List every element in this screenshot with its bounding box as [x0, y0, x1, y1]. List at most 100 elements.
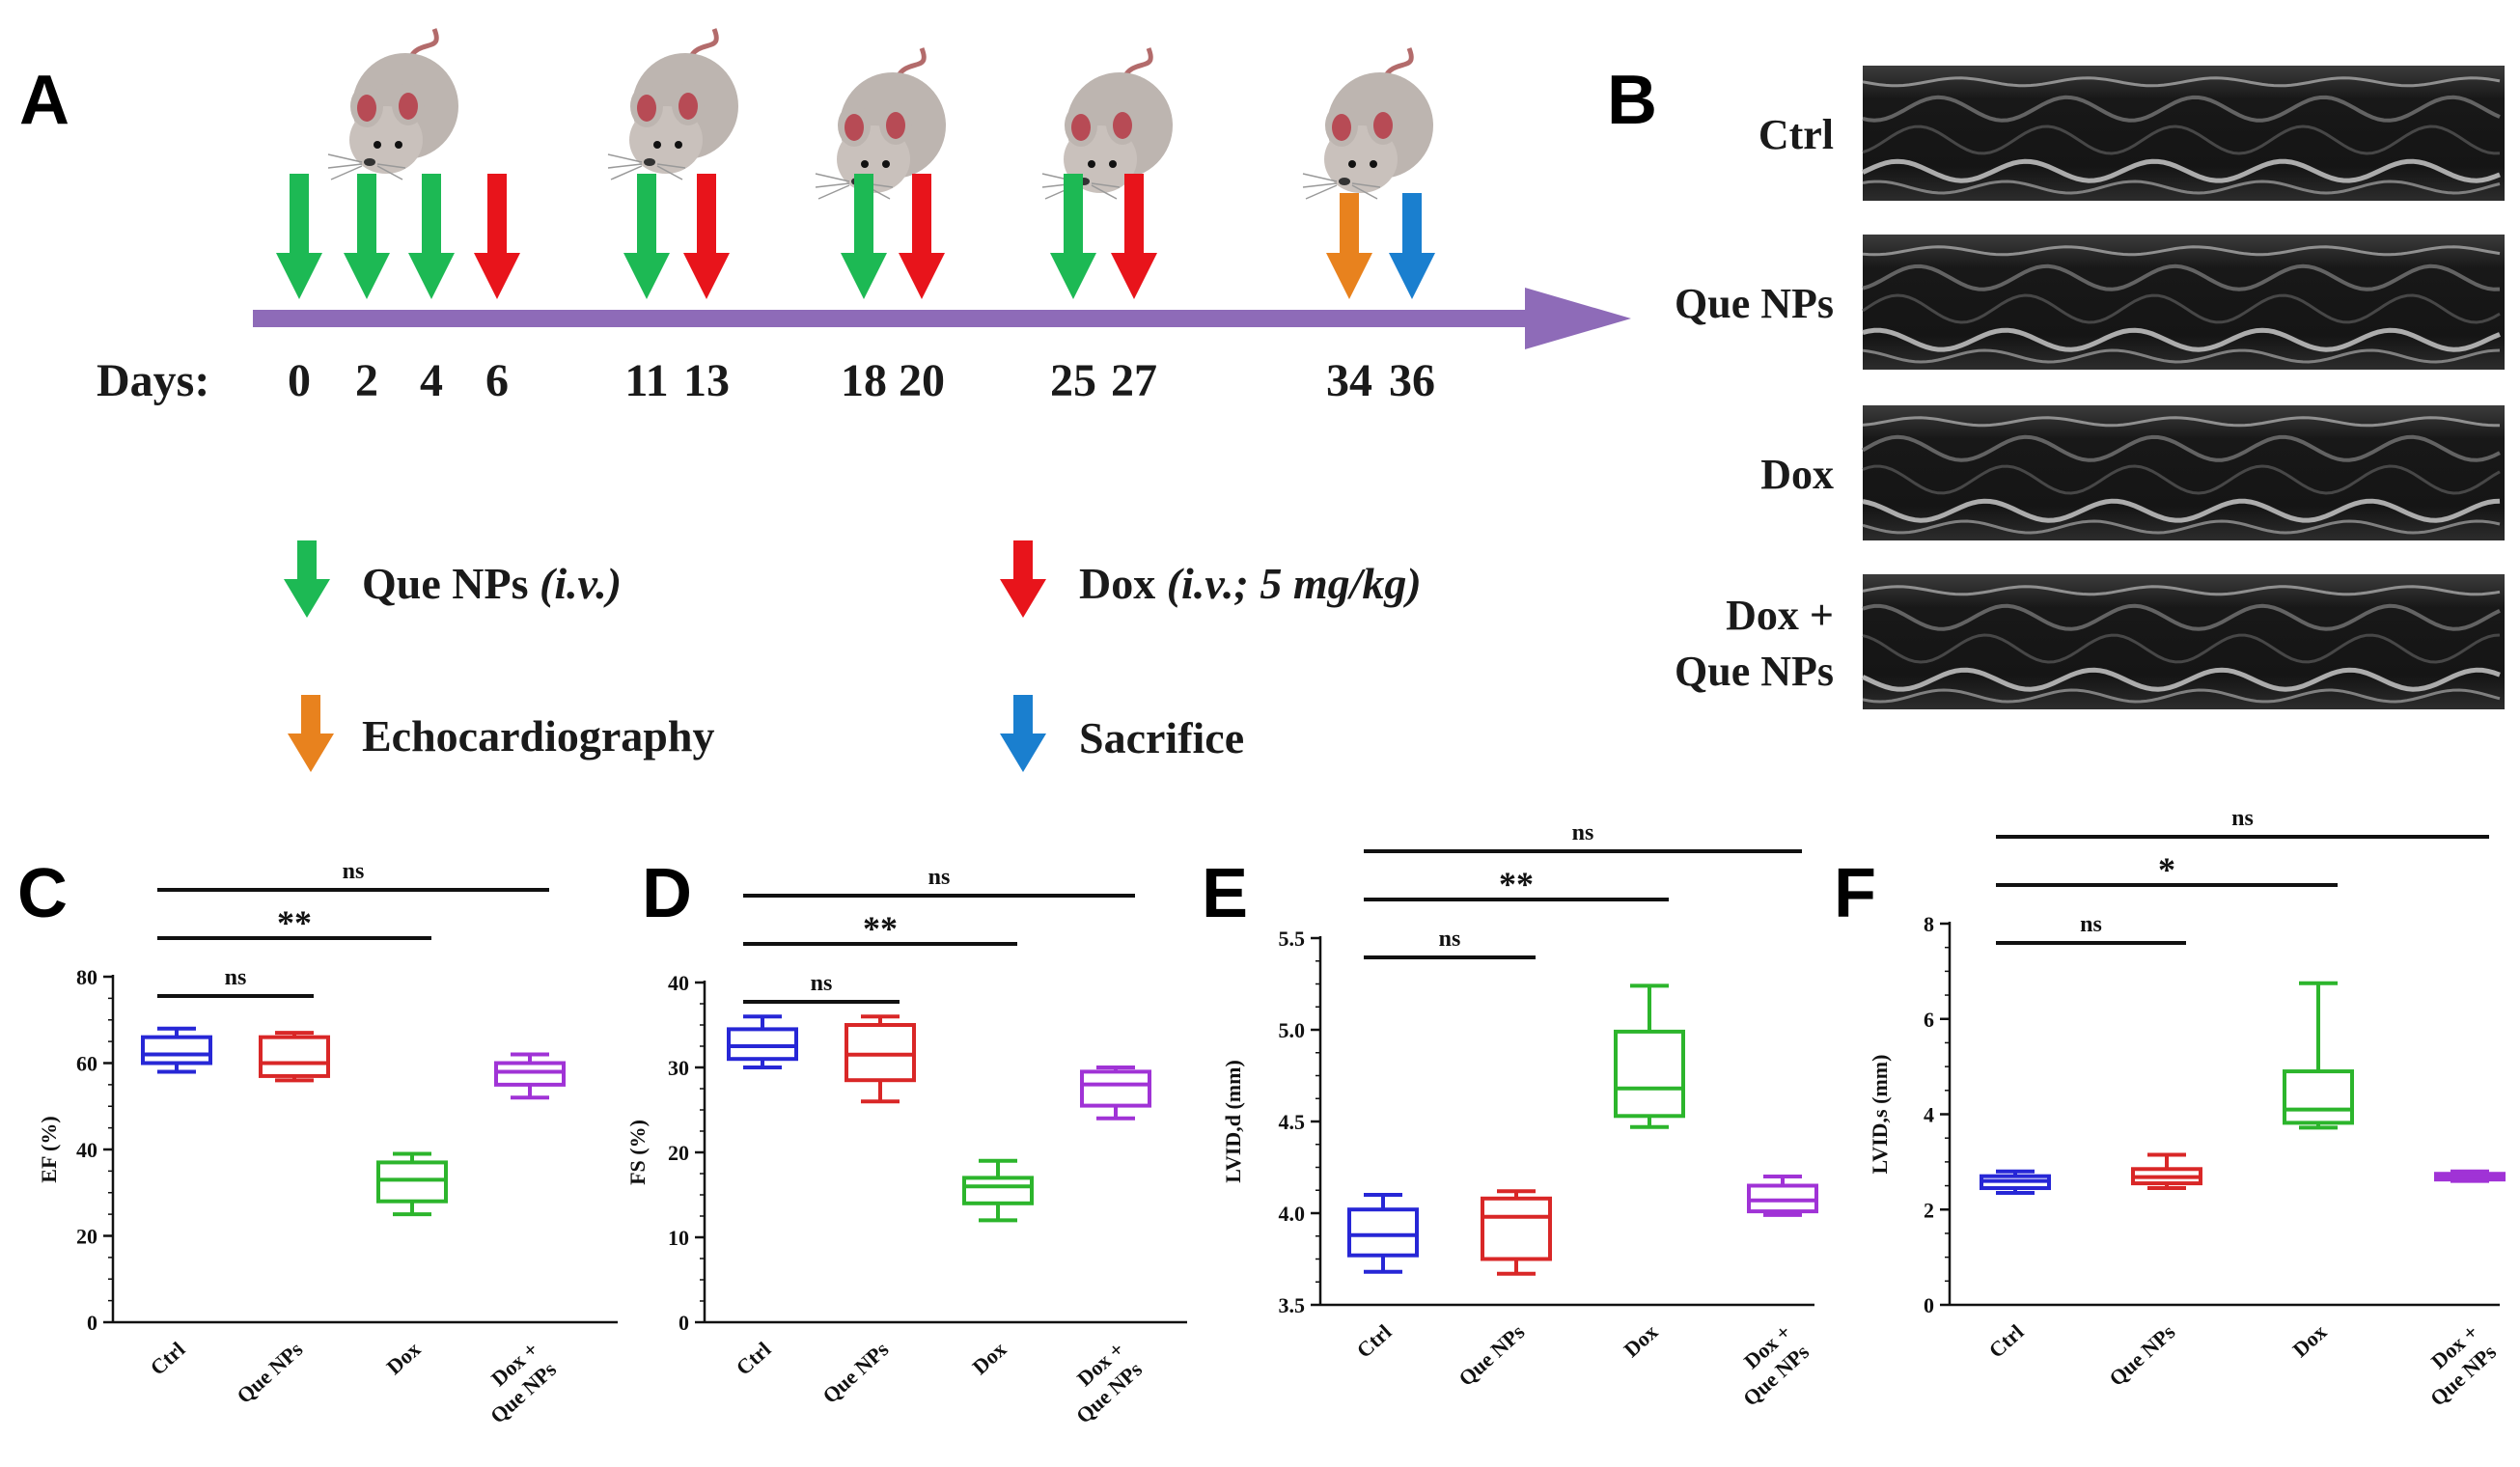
- y-axis-title: LVID,d (mm): [1221, 1060, 1245, 1183]
- que-arrow-icon: [276, 174, 322, 299]
- category-label: Ctrl: [1352, 1319, 1397, 1363]
- category-label: Dox +Que NPs: [1053, 1337, 1147, 1428]
- legend: Que NPs (i.v.) Dox (i.v.; 5 mg/kg) Echoc…: [284, 540, 1422, 772]
- que-arrow-icon: [408, 174, 455, 299]
- significance-label: ns: [1439, 927, 1461, 952]
- iqr-box: [1481, 1196, 1552, 1261]
- category-label: Dox: [2287, 1319, 2331, 1362]
- box-1: [845, 1014, 916, 1104]
- mouse-illustration: [1303, 48, 1433, 199]
- box-plot-c: 0 20 40 60 80 EF (%) Ctrl Que NPs Dox Dox +Que NP…: [37, 859, 618, 1428]
- y-tick-label: 0: [1924, 1293, 1934, 1317]
- y-tick-label: 60: [76, 1052, 97, 1076]
- category-label: Que NPs: [1454, 1319, 1529, 1391]
- iqr-box: [141, 1035, 212, 1066]
- box-0: [727, 1014, 798, 1069]
- y-tick-label: 40: [76, 1138, 97, 1162]
- category-label: Dox +Que NPs: [2407, 1319, 2501, 1411]
- dox-arrow-icon: [683, 174, 730, 299]
- echo-image: [1861, 574, 2505, 709]
- iqr-box: [1347, 1207, 1419, 1258]
- box-plot-f: 0 2 4 6 8 LVID,s (mm) Ctrl Que NPs Dox Dox +Que N…: [1868, 806, 2506, 1411]
- y-tick-label: 20: [76, 1225, 97, 1249]
- box-3: [2434, 1169, 2506, 1183]
- echo-row-label: Dox: [1760, 451, 1834, 498]
- echo-row: Dox: [1760, 405, 2505, 540]
- echo-row-label: Ctrl: [1758, 111, 1834, 158]
- event-arrows: [276, 174, 1435, 299]
- significance-label: **: [863, 909, 898, 948]
- orange-arrow-icon: [288, 695, 334, 772]
- significance-label: ns: [928, 865, 951, 890]
- box-3: [1747, 1175, 1818, 1217]
- box-plot-d: 0 10 20 30 40 FS (%) Ctrl Que NPs Dox Dox +Que NP…: [625, 865, 1187, 1428]
- y-tick-label: 20: [668, 1141, 689, 1165]
- day-label: 0: [288, 355, 311, 406]
- y-tick-label: 0: [87, 1311, 97, 1335]
- significance-label: *: [2158, 850, 2175, 889]
- category-label: Dox: [381, 1337, 425, 1379]
- box-2: [2283, 981, 2354, 1130]
- echo-row-label: Dox +: [1726, 592, 1834, 639]
- day-label: 34: [1326, 355, 1372, 406]
- sacrifice-arrow-icon: [1389, 193, 1435, 299]
- dox-arrow-icon: [474, 174, 520, 299]
- dox-arrow-icon: [1111, 174, 1157, 299]
- mouse-illustration: [1042, 48, 1173, 199]
- panel-label-c: C: [17, 855, 68, 932]
- day-label: 27: [1111, 355, 1157, 406]
- day-label: 18: [841, 355, 887, 406]
- y-axis-title: FS (%): [625, 1120, 650, 1185]
- iqr-box: [259, 1035, 330, 1078]
- y-tick-label: 4.5: [1279, 1110, 1306, 1134]
- y-tick-label: 3.5: [1279, 1293, 1306, 1317]
- legend-item-que: Que NPs (i.v.): [284, 540, 622, 618]
- days-label: Days:: [97, 355, 209, 406]
- day-label: 36: [1389, 355, 1435, 406]
- panel-label-b: B: [1607, 62, 1657, 139]
- y-tick-label: 30: [668, 1056, 689, 1080]
- echo-row: Ctrl: [1758, 66, 2505, 201]
- echo-image: [1862, 405, 2505, 540]
- category-label: Ctrl: [1984, 1319, 2029, 1363]
- iqr-box: [727, 1027, 798, 1062]
- day-label: 6: [485, 355, 509, 406]
- panel-a: A Days: 0 2 4 6 11 13 18 20 25 27 34 36 Que NPs (i.…: [19, 29, 1631, 772]
- box-3: [1080, 1066, 1151, 1121]
- legend-label-echo: Echocardiography: [362, 711, 714, 761]
- category-label: Que NPs: [2104, 1319, 2179, 1391]
- box-2: [376, 1151, 448, 1217]
- y-tick-label: 4.0: [1279, 1202, 1306, 1226]
- significance-label: ns: [1572, 820, 1594, 845]
- echo-row: Que NPs: [1675, 235, 2505, 370]
- echo-image: [1862, 235, 2505, 370]
- box-2: [1614, 983, 1685, 1129]
- que-arrow-icon: [841, 174, 887, 299]
- green-arrow-icon: [284, 540, 330, 618]
- y-tick-label: 40: [668, 971, 689, 995]
- que-arrow-icon: [623, 174, 670, 299]
- y-tick-label: 8: [1924, 912, 1934, 936]
- mouse-illustration: [608, 29, 738, 180]
- y-tick-label: 2: [1924, 1198, 1934, 1222]
- iqr-box: [1080, 1069, 1151, 1108]
- panel-label-f: F: [1834, 855, 1876, 932]
- day-label: 25: [1050, 355, 1096, 406]
- y-tick-label: 5.0: [1279, 1018, 1306, 1042]
- category-label: Dox: [967, 1337, 1011, 1379]
- box-0: [141, 1026, 212, 1074]
- day-label: 20: [899, 355, 945, 406]
- iqr-box: [1614, 1029, 1685, 1119]
- day-label: 2: [355, 355, 378, 406]
- iqr-box: [845, 1023, 916, 1083]
- y-tick-label: 0: [678, 1311, 689, 1335]
- box-1: [2131, 1152, 2202, 1191]
- category-label: Dox: [1619, 1319, 1662, 1362]
- y-tick-label: 5.5: [1279, 927, 1306, 951]
- legend-item-sacrifice: Sacrifice: [1000, 695, 1244, 772]
- category-label: Dox +Que NPs: [1720, 1319, 1814, 1411]
- category-label: Que NPs: [817, 1337, 893, 1408]
- panel-label-a: A: [19, 62, 69, 139]
